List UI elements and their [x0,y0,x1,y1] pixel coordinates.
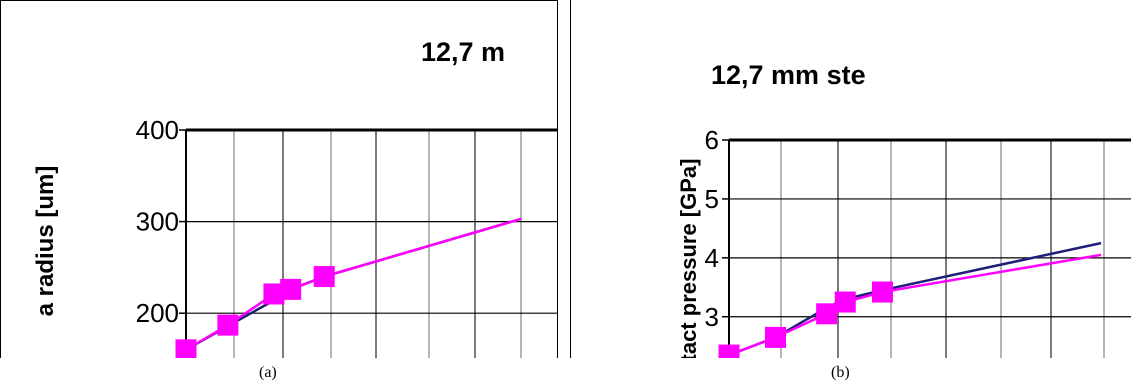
caption-a: (a) [259,364,277,381]
y-tick-label: 300 [136,207,179,237]
series-marker-1 [280,278,302,300]
series-marker-1 [834,291,856,313]
chart-1-group: 3 4 5 6 12,7 mm ste tact pressure [GPa] [676,60,1131,358]
chart-title: 12,7 m [421,37,505,67]
series-marker-1 [313,266,335,288]
y-axis-label: a radius [um] [32,166,59,317]
series-marker-1 [217,314,239,336]
series-marker-1 [871,281,893,303]
series-marker-1 [816,303,838,325]
series-marker-1 [765,326,786,348]
chart-0-group: 200 300 400 12,7 m a radius [um] [32,37,557,358]
chart-b-svg: 3 4 5 6 12,7 mm ste tact pressure [GPa] [676,60,1131,358]
y-tick-label: 400 [136,115,179,145]
y-tick-label: 6 [705,125,719,155]
y-tick-label: 200 [136,298,179,328]
series-marker-1 [175,339,197,358]
chart-a-svg: 200 300 400 12,7 m a radius [um] [32,37,557,358]
y-tick-label: 4 [705,243,719,273]
y-tick-label: 3 [705,302,719,332]
chart-title: 12,7 mm ste [711,60,866,90]
y-axis-label: tact pressure [GPa] [676,159,701,358]
caption-b: (b) [831,364,850,381]
series-marker-1 [718,344,740,358]
y-tick-label: 5 [705,184,719,214]
chart-panel-b: 3 4 5 6 12,7 mm ste tact pressure [GPa] [570,0,1131,358]
chart-panel-a: 200 300 400 12,7 m a radius [um] [0,0,558,358]
